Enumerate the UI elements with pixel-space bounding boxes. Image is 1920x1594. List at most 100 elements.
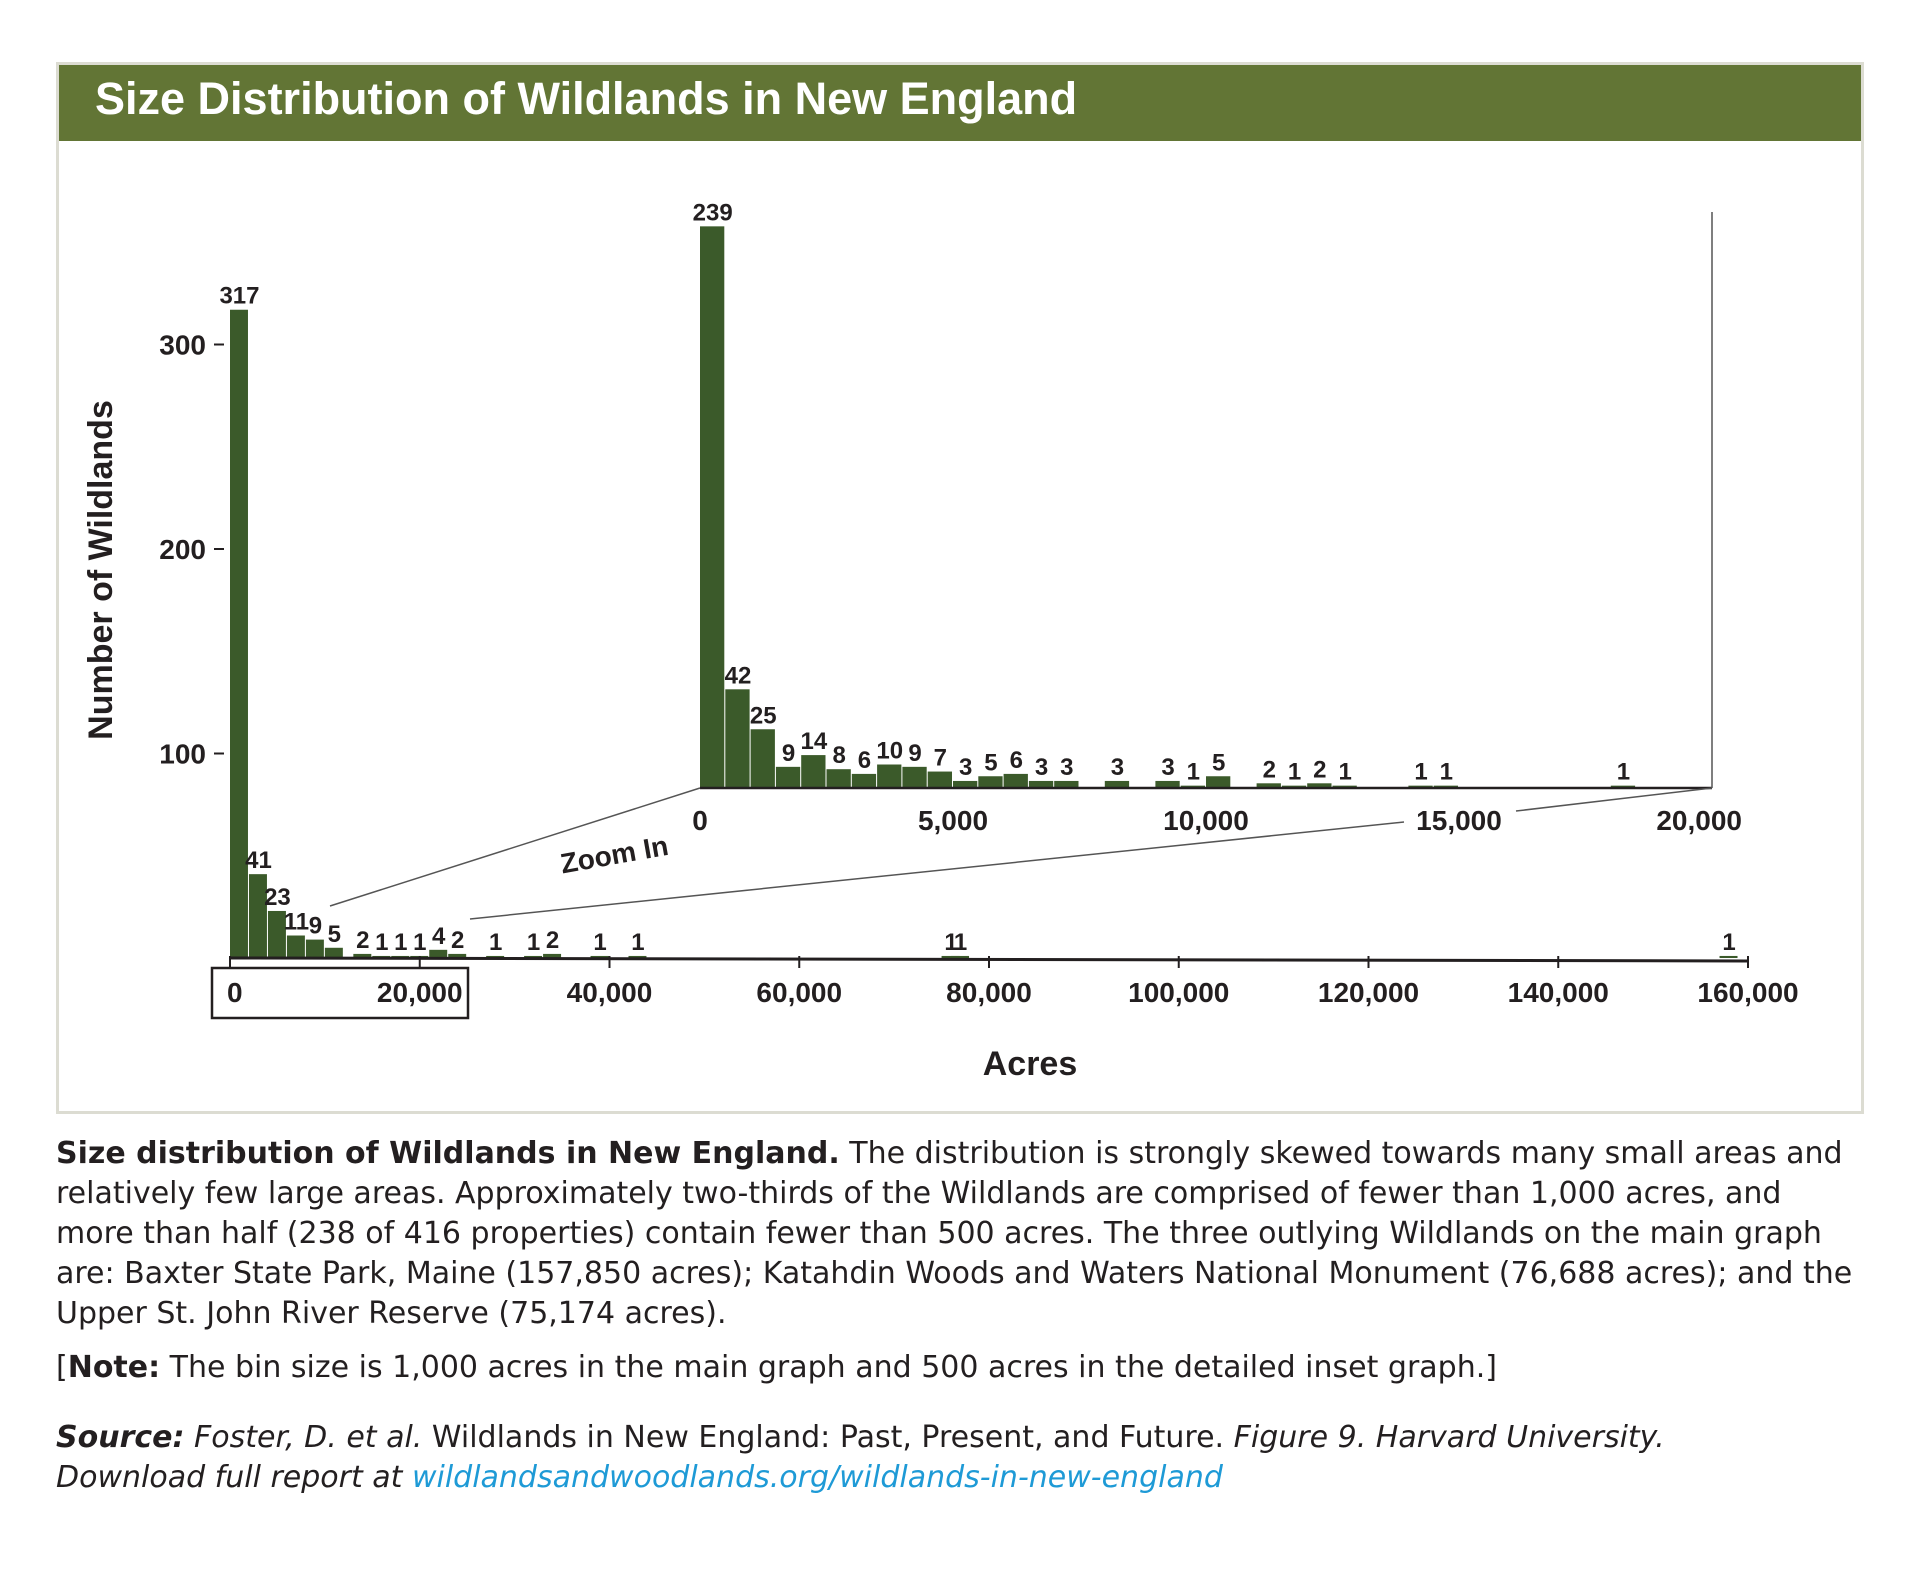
y-tick-label: 100 [159, 739, 206, 770]
main-bar [524, 955, 543, 958]
inset-bar-label: 25 [750, 702, 777, 729]
source-title: Wildlands in New England: Past, Present,… [422, 1420, 1225, 1455]
inset-bar-label: 2 [1263, 756, 1276, 783]
main-bar-label: 4 [432, 923, 446, 950]
main-bar-label: 5 [328, 921, 341, 948]
main-bar-label: 11 [284, 909, 309, 936]
inset-bar [1003, 773, 1028, 788]
main-bar [286, 935, 305, 958]
inset-bar [750, 729, 775, 788]
inset-bar-label: 9 [782, 740, 795, 767]
caption: Size distribution of Wildlands in New En… [56, 1134, 1868, 1498]
inset-bar-label: 5 [984, 749, 997, 776]
main-bar-label: 23 [264, 884, 291, 911]
zoom-line-left [329, 787, 701, 907]
download-text: Download full report at [56, 1460, 412, 1495]
inset-x-tick-label: 0 [692, 805, 708, 836]
main-bar [267, 910, 286, 958]
inset-bar-label: 3 [1111, 754, 1124, 781]
inset-bar [1054, 780, 1079, 788]
main-bar [951, 955, 970, 958]
main-bar [324, 947, 343, 958]
inset-bar-label: 1 [1617, 759, 1630, 786]
inset-bar [953, 780, 978, 788]
inset-bar-label: 3 [1060, 754, 1073, 781]
inset-bar [902, 766, 927, 788]
inset-x-tick-label: 10,000 [1163, 805, 1249, 836]
inset-x-tick-label: 15,000 [1416, 805, 1502, 836]
inset-bar-label: 10 [876, 738, 903, 765]
inset-bar [801, 755, 826, 788]
inset-bar [1206, 776, 1231, 788]
inset-x-tick-label: 20,000 [1656, 805, 1742, 836]
main-bar-label: 41 [245, 847, 272, 874]
main-bar [305, 939, 324, 958]
inset-bar [725, 689, 750, 788]
main-bar [353, 953, 372, 958]
inset-bar-label: 3 [1035, 754, 1048, 781]
inset-bar-label: 3 [959, 754, 972, 781]
caption-body: The distribution is strongly skewed towa… [56, 1136, 1853, 1331]
inset-bar [826, 769, 851, 788]
y-tick-label: 300 [159, 330, 206, 361]
source-figure: Figure 9. Harvard University. [1224, 1420, 1665, 1455]
inset-bar-label: 1 [1440, 759, 1453, 786]
zoom-in-label: Zoom In [558, 830, 671, 879]
main-bar-label: 1 [375, 929, 388, 956]
main-bar-label: 317 [219, 283, 259, 310]
main-bar [628, 955, 647, 958]
chart-panel: Size Distribution of Wildlands in New En… [56, 62, 1864, 1114]
main-bar [448, 953, 467, 958]
inset-bar [1104, 780, 1130, 788]
main-bar-label: 9 [309, 913, 322, 940]
note-open: [ [56, 1350, 68, 1385]
inset-bar-label: 1 [1288, 759, 1301, 786]
main-bar-label: 1 [593, 929, 606, 956]
inset-bar-label: 1 [1414, 759, 1427, 786]
source-label: Source: [56, 1420, 185, 1455]
inset-bar [775, 766, 801, 788]
x-tick-label: 100,000 [1128, 977, 1229, 1008]
x-tick-label: 40,000 [567, 977, 653, 1008]
inset-bar [978, 776, 1003, 788]
main-bar-label: 1 [944, 929, 957, 956]
main-bar [1719, 955, 1738, 958]
inset-bar [1028, 780, 1054, 788]
inset-bar [1256, 783, 1281, 788]
inset-bar [1307, 783, 1332, 788]
title-bar: Size Distribution of Wildlands in New En… [59, 65, 1861, 141]
main-bar [590, 955, 609, 958]
main-bar-label: 2 [546, 927, 559, 954]
main-bar [941, 955, 960, 958]
main-bar-label: 1 [489, 929, 502, 956]
inset-bar-label: 7 [934, 745, 947, 772]
inset-bar [851, 773, 877, 788]
note-paragraph: [Note: The bin size is 1,000 acres in th… [56, 1348, 1868, 1388]
report-link[interactable]: wildlandsandwoodlands.org/wildlands-in-n… [411, 1460, 1223, 1495]
inset-bar-label: 3 [1161, 754, 1174, 781]
zoom-line-right-b [1515, 787, 1713, 812]
caption-lead: Size distribution of Wildlands in New En… [56, 1136, 840, 1171]
inset-bar-label: 1 [1338, 759, 1351, 786]
main-bar-label: 1 [954, 929, 967, 956]
main-bar [429, 949, 448, 958]
zoom-connector [329, 787, 1713, 920]
y-tick-label: 200 [159, 534, 206, 565]
main-bar [543, 953, 562, 958]
x-tick-label: 120,000 [1318, 977, 1419, 1008]
note-label: Note: [67, 1350, 161, 1385]
inset-bar [1155, 780, 1180, 788]
zoom-line-right-a [469, 821, 1405, 920]
x-tick-label: 80,000 [946, 977, 1032, 1008]
y-axis-label: Number of Wildlands [82, 400, 120, 740]
x-tick-label: 0 [227, 977, 243, 1008]
x-tick-label: 160,000 [1697, 977, 1798, 1008]
main-bar-label: 1 [631, 929, 644, 956]
x-tick-label: 60,000 [756, 977, 842, 1008]
inset-bar-label: 2 [1313, 756, 1326, 783]
main-bar-label: 1 [527, 929, 540, 956]
inset-bar [927, 771, 952, 788]
